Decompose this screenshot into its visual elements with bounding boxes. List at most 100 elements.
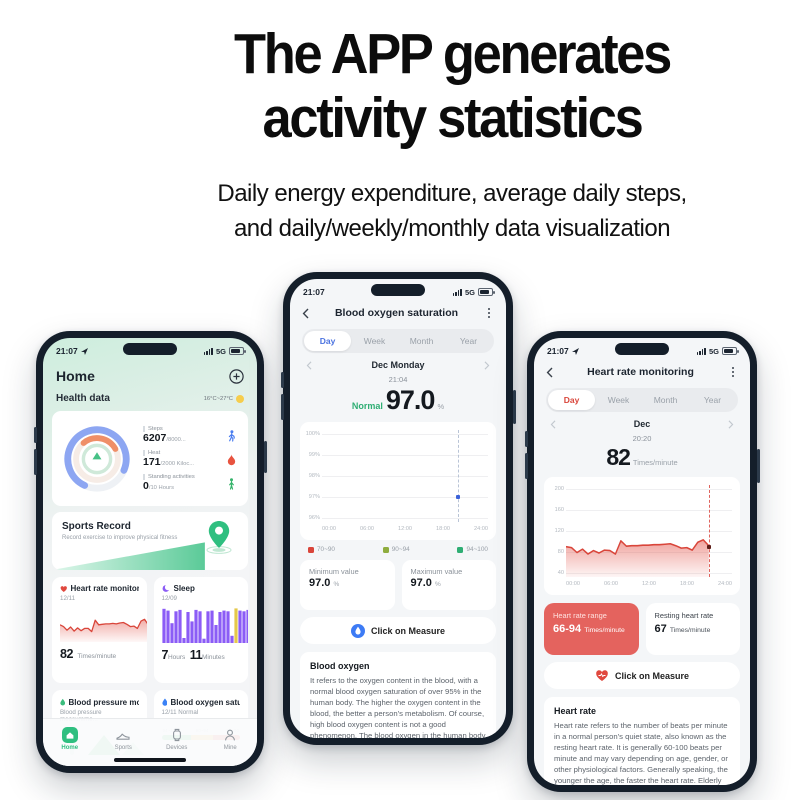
sleep-card-date: 12/09 bbox=[161, 595, 177, 602]
tab-day[interactable]: Day bbox=[304, 331, 351, 351]
title-line-2: activity statistics bbox=[262, 86, 644, 151]
network-label: 5G bbox=[708, 346, 719, 356]
volume-up-button bbox=[280, 372, 284, 388]
network-label: 5G bbox=[215, 346, 226, 356]
heart-rate-range-card: Heart rate range 66-94 Times/minute bbox=[544, 603, 639, 655]
activity-rings-card[interactable]: Steps 6207/8000... Heat 171/2000 Kiloc..… bbox=[52, 411, 248, 506]
reading-value: 82 bbox=[606, 444, 631, 470]
phone-heart-rate: 21:07 5G Heart rate monitoring Day Week … bbox=[524, 331, 760, 792]
measure-button[interactable]: Click on Measure bbox=[544, 662, 740, 689]
signal-icon bbox=[203, 347, 213, 355]
menu-dots-icon[interactable] bbox=[484, 308, 494, 318]
standing-label: Standing activities bbox=[143, 473, 221, 480]
tab-year[interactable]: Year bbox=[459, 336, 478, 346]
heat-label: Heat bbox=[143, 449, 221, 456]
person-icon bbox=[225, 729, 236, 740]
nav-mine[interactable]: Mine bbox=[204, 719, 258, 758]
prev-date-icon[interactable] bbox=[306, 360, 312, 370]
location-arrow-icon bbox=[571, 347, 579, 355]
sleep-hours-label: Hours bbox=[167, 654, 186, 661]
blue-droplet-icon bbox=[161, 698, 168, 706]
sleep-bars-chart bbox=[161, 608, 248, 643]
standing-value: 0 bbox=[143, 479, 149, 492]
volume-down-button bbox=[280, 394, 284, 420]
spo2-legend: 70~90 90~94 94~100 bbox=[308, 546, 488, 553]
notch bbox=[123, 343, 177, 355]
flame-icon bbox=[227, 453, 236, 465]
status-time: 21:07 bbox=[56, 346, 78, 356]
measure-button-label: Click on Measure bbox=[614, 670, 690, 681]
time-marker-line bbox=[458, 430, 460, 522]
sports-record-subtitle: Record exercise to improve physical fitn… bbox=[62, 535, 178, 541]
tab-week[interactable]: Week bbox=[607, 395, 630, 405]
sleep-card-title: Sleep bbox=[173, 584, 195, 593]
steps-label: Steps bbox=[143, 425, 221, 432]
screen-title: Heart rate monitoring bbox=[587, 366, 694, 378]
app-nav-bar: Heart rate monitoring bbox=[534, 360, 750, 384]
subtitle-line-2: and daily/weekly/monthly data visualizat… bbox=[233, 214, 671, 242]
status-bar: 21:07 5G bbox=[534, 338, 750, 360]
heart-card-date: 12/11 bbox=[60, 595, 76, 602]
volume-up-button bbox=[33, 427, 37, 443]
add-device-icon[interactable] bbox=[229, 368, 244, 384]
heart-card-value: 82 bbox=[60, 647, 73, 661]
tab-day[interactable]: Day bbox=[548, 390, 595, 410]
menu-dots-icon[interactable] bbox=[728, 367, 738, 377]
weather-temp: 16°C~27°C bbox=[203, 395, 233, 402]
hero-block: The APP generates activity statistics Dai… bbox=[0, 22, 800, 246]
prev-date-icon[interactable] bbox=[550, 419, 556, 429]
measure-droplet-icon bbox=[350, 623, 365, 638]
heart-card-title: Heart rate monitoring bbox=[70, 584, 139, 593]
shoe-icon bbox=[116, 732, 130, 740]
tab-month[interactable]: Month bbox=[409, 336, 434, 346]
legend-swatch-red bbox=[308, 546, 314, 553]
sleep-card[interactable]: Sleep 12/09 7Hours 11Minutes bbox=[153, 577, 248, 683]
back-chevron-icon[interactable] bbox=[546, 367, 553, 378]
volume-down-button bbox=[524, 453, 528, 479]
standing-goal: /10 Hours bbox=[148, 484, 174, 491]
reading-unit: % bbox=[437, 402, 445, 411]
measure-button[interactable]: Click on Measure bbox=[300, 617, 496, 644]
tab-week[interactable]: Week bbox=[363, 336, 386, 346]
reading-unit: Times/minute bbox=[632, 458, 678, 467]
heart-rate-data-point bbox=[706, 545, 711, 549]
page-title: The APP generates activity statistics bbox=[132, 22, 772, 151]
sleep-hours-value: 7 bbox=[161, 648, 169, 662]
back-chevron-icon[interactable] bbox=[302, 308, 309, 319]
next-date-icon[interactable] bbox=[728, 419, 734, 429]
volume-down-button bbox=[33, 449, 37, 475]
measure-heart-icon bbox=[596, 670, 608, 681]
nav-sports[interactable]: Sports bbox=[97, 719, 151, 758]
weather-widget: 16°C~27°C bbox=[203, 394, 244, 403]
sleep-minutes-value: 11 bbox=[189, 648, 203, 662]
status-bar: 21:07 5G bbox=[43, 338, 257, 360]
standing-person-icon bbox=[229, 477, 234, 490]
tab-month[interactable]: Month bbox=[653, 395, 678, 405]
heart-rate-card[interactable]: Heart rate monitoring 12/11 82 Times/min… bbox=[52, 577, 147, 683]
sports-record-card[interactable]: Sports Record Record exercise to improve… bbox=[52, 512, 248, 570]
legend-swatch-olive bbox=[382, 546, 389, 553]
network-label: 5G bbox=[464, 287, 475, 297]
next-date-icon[interactable] bbox=[484, 360, 490, 370]
heart-card-unit: Times/minute bbox=[77, 653, 117, 660]
x-axis-labels: 00:00 06:00 12:00 18:00 24:00 bbox=[566, 581, 732, 587]
resting-heart-rate-card: Resting heart rate 67 Times/minute bbox=[645, 603, 740, 655]
nav-devices[interactable]: Devices bbox=[150, 719, 204, 758]
health-data-heading: Health data bbox=[56, 393, 110, 404]
bottom-nav: Home Sports Devices Mine bbox=[43, 718, 257, 766]
watch-icon bbox=[172, 728, 181, 741]
date-label: Dec Monday bbox=[371, 360, 425, 370]
x-axis-labels: 00:00 06:00 12:00 18:00 24:00 bbox=[322, 526, 488, 532]
battery-icon bbox=[478, 288, 495, 296]
heart-rate-line-chart bbox=[566, 539, 709, 577]
reading-status: Normal bbox=[351, 401, 383, 411]
status-time: 21:07 bbox=[303, 287, 325, 297]
time-marker-line bbox=[708, 485, 710, 577]
steps-value: 6207 bbox=[143, 431, 167, 444]
tab-year[interactable]: Year bbox=[703, 395, 722, 405]
page-subtitle: Daily energy expenditure, average daily … bbox=[104, 177, 800, 247]
nav-home[interactable]: Home bbox=[43, 719, 97, 758]
notch bbox=[371, 284, 425, 296]
home-icon bbox=[61, 726, 78, 743]
power-button bbox=[512, 390, 516, 424]
